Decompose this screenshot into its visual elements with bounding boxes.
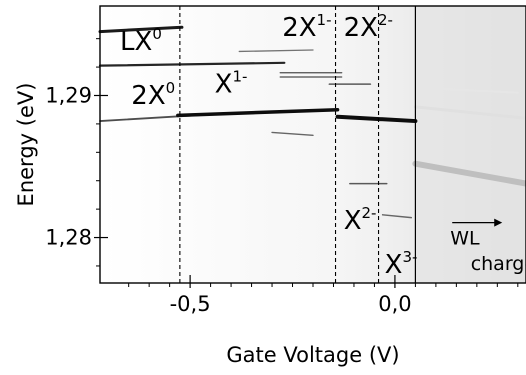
- annotation-base-4: 2X: [344, 13, 378, 43]
- y-tick-label-1: 1,29: [45, 83, 92, 107]
- spectral-line-13: [413, 105, 526, 120]
- voltage-markers: [179, 6, 417, 283]
- annotation-prefix-0: L: [120, 27, 135, 57]
- spectral-lines: [98, 25, 526, 219]
- annotation-base-2: X: [215, 70, 233, 100]
- spectral-line-9: [271, 131, 314, 136]
- annotation-base-0: X: [135, 27, 153, 57]
- y-axis-label: Energy (eV): [14, 83, 38, 207]
- grayscale-map-background: [100, 6, 526, 283]
- annotation-base-1: 2X: [131, 81, 165, 111]
- annotation-label-6: X3-: [385, 248, 418, 280]
- annotation-base-6: X: [385, 250, 403, 280]
- annotation-superscript-2: 1-: [232, 68, 247, 86]
- spectral-line-1: [98, 61, 286, 67]
- annotation-base-3: 2X: [282, 13, 316, 43]
- annotation-superscript-3: 1-: [317, 11, 332, 29]
- x-tick-label-1: 0,0: [378, 292, 411, 316]
- annotation-superscript-0: 0: [152, 25, 162, 43]
- annotation-base-5: X: [344, 206, 362, 236]
- annotation-superscript-5: 2-: [362, 204, 377, 222]
- x-axis-label: Gate Voltage (V): [226, 343, 399, 367]
- charged-region-background: [415, 6, 526, 283]
- annotation-label-5: X2-: [344, 204, 377, 236]
- annotation-label-2: X1-: [215, 68, 248, 100]
- annotation-label-1: 2X0: [131, 79, 175, 111]
- axis-ticks: -0,5 0,0 1,28 1,29: [45, 38, 519, 316]
- annotation-superscript-1: 0: [166, 79, 176, 97]
- x-tick-label-0: -0,5: [170, 292, 211, 316]
- annotation-label-3: 2X1-: [282, 11, 331, 43]
- spectral-line-5: [335, 114, 418, 124]
- annotation-superscript-4: 2-: [378, 11, 393, 29]
- annotation-superscript-6: 3-: [402, 248, 417, 266]
- spectral-line-2: [238, 49, 314, 53]
- spectral-line-14: [426, 87, 519, 94]
- spectral-line-0: [98, 25, 184, 34]
- annotation-label-4: 2X2-: [344, 11, 393, 43]
- annotation-label-0: LX0: [120, 25, 162, 57]
- spectral-line-4: [176, 107, 340, 118]
- y-tick-label-0: 1,28: [45, 226, 92, 250]
- spectral-line-11: [381, 214, 413, 219]
- wl-arrow-head: [494, 218, 503, 227]
- spectral-line-12: [412, 160, 526, 187]
- annotation-label-8: charged: [471, 253, 526, 275]
- annotation-label-7: WL: [450, 228, 480, 250]
